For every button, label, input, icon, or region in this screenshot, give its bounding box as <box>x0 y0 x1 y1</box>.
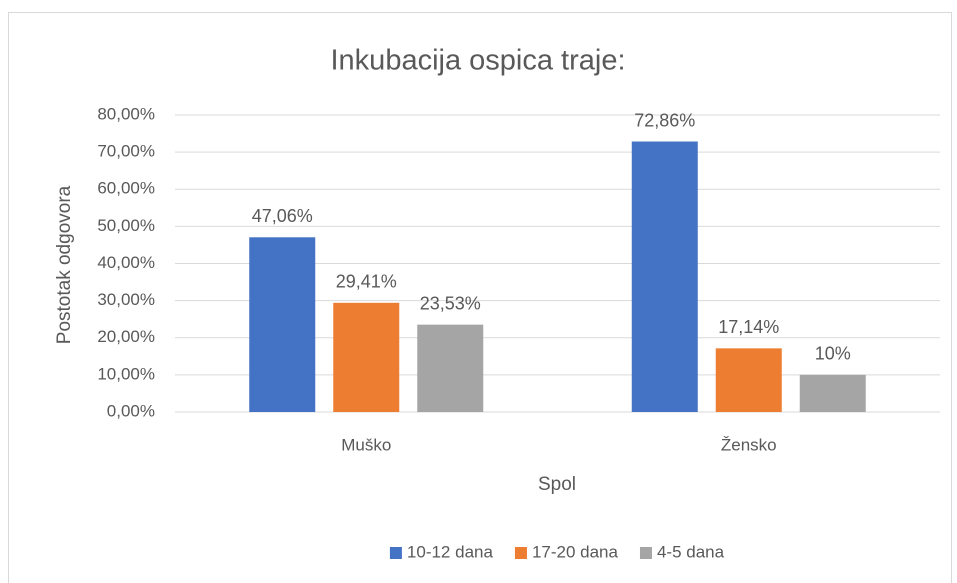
legend-label: 17-20 dana <box>532 542 619 561</box>
y-tick-label: 30,00% <box>97 290 155 309</box>
bar <box>249 237 316 412</box>
legend-swatch <box>389 547 402 559</box>
y-tick-label: 70,00% <box>97 142 155 161</box>
y-tick-label: 50,00% <box>97 216 155 235</box>
bar <box>417 324 484 412</box>
value-label: 23,53% <box>420 293 481 313</box>
y-tick-label: 10,00% <box>97 364 155 383</box>
chart-border <box>8 12 952 583</box>
bar <box>631 141 698 412</box>
y-tick-label: 40,00% <box>97 253 155 272</box>
legend-swatch <box>514 547 527 559</box>
x-axis-title: Spol <box>538 474 576 495</box>
value-label: 10% <box>815 344 851 364</box>
value-label: 72,86% <box>634 110 695 130</box>
bar <box>799 374 866 412</box>
legend-label: 4-5 dana <box>657 542 725 561</box>
y-axis-title: Postotak odgovora <box>54 185 75 344</box>
legend-label: 10-12 dana <box>407 542 494 561</box>
bar <box>333 302 400 412</box>
y-tick-label: 80,00% <box>97 104 155 123</box>
y-tick-label: 60,00% <box>97 179 155 198</box>
bar <box>715 348 782 412</box>
value-label: 29,41% <box>336 272 397 292</box>
y-tick-label: 0,00% <box>107 401 155 420</box>
legend-swatch <box>639 547 652 559</box>
x-tick-label: Muško <box>341 435 391 454</box>
value-label: 17,14% <box>718 317 779 337</box>
x-tick-label: Žensko <box>721 435 777 454</box>
y-tick-label: 20,00% <box>97 327 155 346</box>
value-label: 47,06% <box>252 206 313 226</box>
chart-title: Inkubacija ospica traje: <box>331 45 626 77</box>
